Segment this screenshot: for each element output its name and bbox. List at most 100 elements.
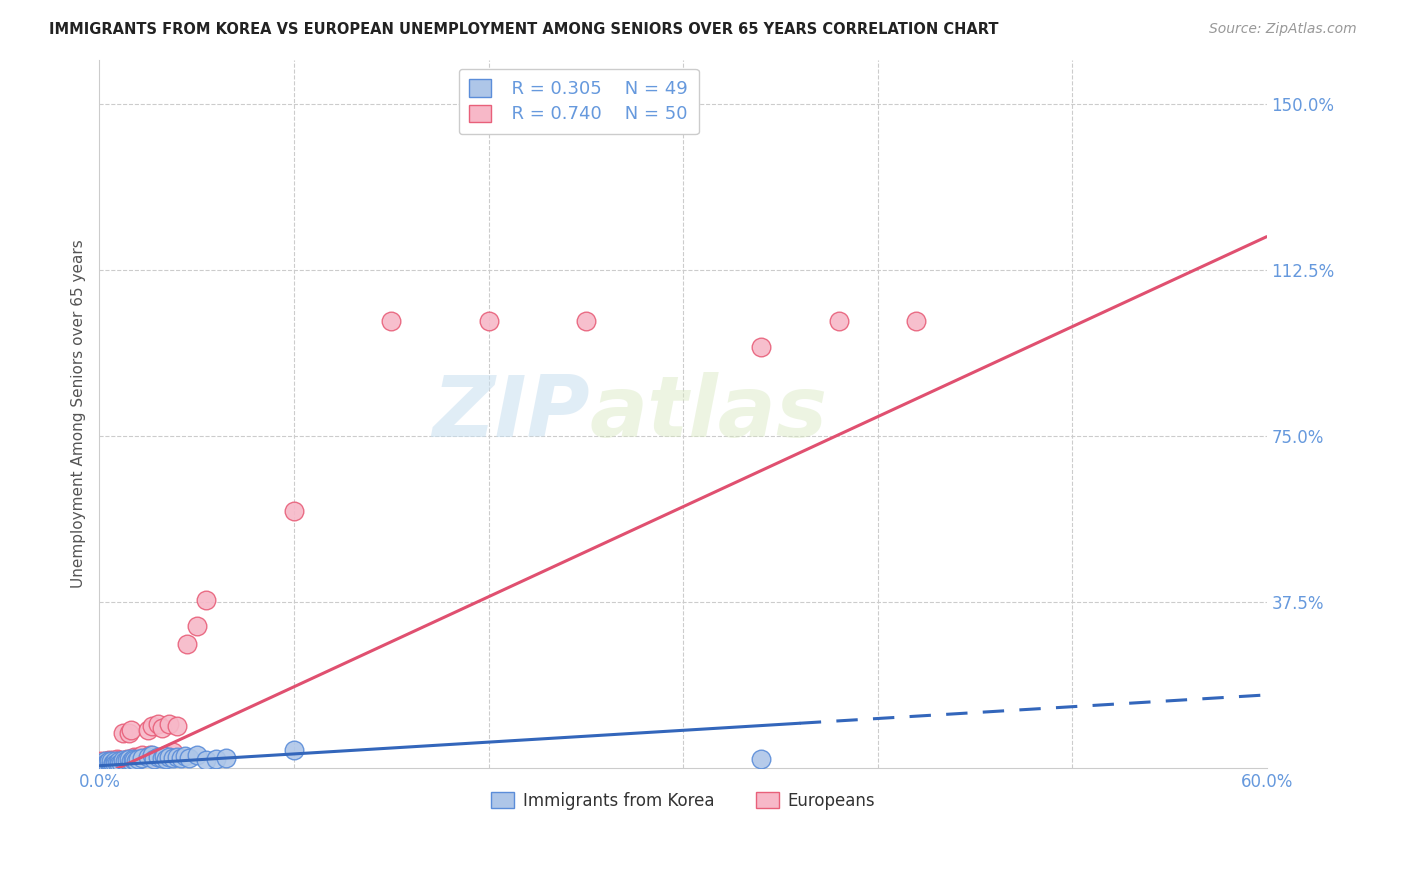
Point [124, 750, 146, 764]
Point [159, 750, 181, 764]
Point [104, 754, 127, 768]
Point [477, 314, 499, 328]
Point [121, 752, 143, 766]
Point [162, 746, 184, 760]
Point [146, 716, 169, 731]
Text: atlas: atlas [589, 372, 828, 455]
Point [139, 747, 162, 762]
Point [98, 756, 121, 770]
Point [100, 754, 122, 768]
Point [155, 752, 177, 766]
Point [94, 756, 117, 771]
Point [121, 751, 143, 765]
Point [98, 756, 121, 770]
Point [142, 752, 165, 766]
Point [115, 753, 138, 767]
Point [176, 637, 198, 651]
Point [150, 721, 173, 735]
Point [174, 748, 197, 763]
Point [90, 756, 112, 771]
Point [283, 504, 305, 518]
Y-axis label: Unemployment Among Seniors over 65 years: Unemployment Among Seniors over 65 years [72, 239, 86, 588]
Point [101, 757, 124, 772]
Point [100, 754, 122, 768]
Point [749, 340, 772, 354]
Point [117, 752, 139, 766]
Point [101, 756, 124, 770]
Point [146, 750, 169, 764]
Point [186, 747, 208, 762]
Point [96, 756, 118, 771]
Point [100, 756, 122, 771]
Point [94, 756, 117, 771]
Point [170, 751, 193, 765]
Point [127, 752, 149, 766]
Point [108, 754, 131, 768]
Point [380, 314, 402, 328]
Point [94, 754, 117, 768]
Point [125, 754, 148, 768]
Point [162, 751, 184, 765]
Point [142, 750, 165, 764]
Point [91, 756, 114, 770]
Point [108, 753, 131, 767]
Point [905, 314, 928, 328]
Point [98, 754, 121, 768]
Text: Source: ZipAtlas.com: Source: ZipAtlas.com [1209, 22, 1357, 37]
Point [125, 752, 148, 766]
Text: ZIP: ZIP [432, 372, 589, 455]
Point [129, 751, 152, 765]
Text: IMMIGRANTS FROM KOREA VS EUROPEAN UNEMPLOYMENT AMONG SENIORS OVER 65 YEARS CORRE: IMMIGRANTS FROM KOREA VS EUROPEAN UNEMPL… [49, 22, 998, 37]
Point [98, 753, 121, 767]
Point [749, 752, 772, 766]
Point [94, 754, 117, 768]
Point [96, 756, 118, 770]
Point [136, 723, 159, 738]
Point [159, 716, 181, 731]
Point [100, 756, 122, 771]
Point [114, 753, 136, 767]
Point [101, 753, 124, 767]
Legend: Immigrants from Korea, Europeans: Immigrants from Korea, Europeans [484, 785, 882, 816]
Point [136, 750, 159, 764]
Point [108, 756, 131, 771]
Point [105, 752, 128, 766]
Point [115, 752, 138, 766]
Point [91, 757, 114, 772]
Point [104, 756, 127, 771]
Point [91, 756, 114, 770]
Point [110, 756, 132, 770]
Point [114, 754, 136, 768]
Point [117, 725, 139, 739]
Point [141, 719, 163, 733]
Point [90, 754, 112, 768]
Point [166, 750, 188, 764]
Point [155, 747, 177, 762]
Point [101, 756, 124, 770]
Point [150, 751, 173, 765]
Point [120, 754, 142, 768]
Point [195, 753, 218, 767]
Point [94, 757, 117, 772]
Point [177, 751, 200, 765]
Point [827, 314, 849, 328]
Point [575, 314, 598, 328]
Point [141, 747, 163, 762]
Point [94, 756, 117, 770]
Point [96, 756, 118, 771]
Point [91, 757, 114, 772]
Point [186, 619, 208, 633]
Point [166, 719, 188, 733]
Point [111, 725, 134, 739]
Point [195, 592, 218, 607]
Point [105, 756, 128, 770]
Point [110, 754, 132, 768]
Point [215, 751, 238, 765]
Point [205, 752, 228, 766]
Point [283, 743, 305, 757]
Point [90, 756, 112, 771]
Point [96, 754, 118, 768]
Point [111, 753, 134, 767]
Point [104, 754, 127, 768]
Point [131, 747, 153, 762]
